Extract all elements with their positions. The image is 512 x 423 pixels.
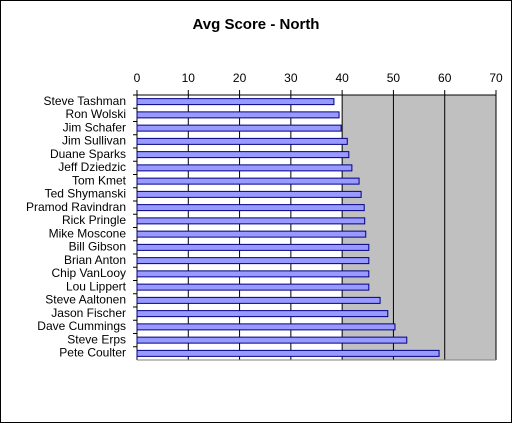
bar	[136, 98, 335, 106]
x-tick-label: 40	[335, 71, 349, 85]
bar	[136, 257, 370, 265]
bar	[136, 270, 370, 278]
chart-title: Avg Score - North	[193, 16, 320, 33]
y-tick-label: Duane Sparks	[50, 147, 126, 161]
x-tick-label: 30	[284, 71, 298, 85]
y-tick-label: Pete Coulter	[59, 346, 126, 360]
bar	[136, 310, 389, 318]
y-tick-label: Steve Tashman	[44, 94, 127, 108]
y-tick-label: Rick Pringle	[62, 213, 126, 227]
bar	[136, 204, 365, 212]
x-tick-label: 20	[233, 71, 247, 85]
plot-shade	[342, 95, 496, 360]
y-tick-label: Ron Wolski	[66, 107, 126, 121]
y-tick-label: Jason Fischer	[51, 306, 126, 320]
x-tick-label: 10	[182, 71, 196, 85]
bar	[136, 177, 360, 185]
y-tick-label: Steve Aaltonen	[45, 293, 126, 307]
y-tick-label: Pramod Ravindran	[26, 200, 126, 214]
bar	[136, 283, 370, 291]
bar	[136, 323, 396, 331]
x-tick-label: 0	[134, 71, 141, 85]
bar	[136, 230, 367, 238]
y-tick-label: Mike Moscone	[49, 226, 127, 240]
bar	[136, 124, 342, 132]
bar	[136, 217, 366, 225]
bar	[136, 296, 381, 304]
bar	[136, 243, 370, 251]
x-tick-label: 50	[387, 71, 401, 85]
bar	[136, 336, 408, 344]
y-tick-label: Brian Anton	[64, 253, 126, 267]
y-tick-label: Jim Sullivan	[62, 134, 126, 148]
y-tick-label: Lou Lippert	[66, 279, 127, 293]
x-tick-label: 70	[489, 71, 503, 85]
y-tick-label: Chip VanLooy	[52, 266, 127, 280]
bar	[136, 190, 362, 198]
bar	[136, 349, 440, 357]
y-tick-label: Jim Schafer	[63, 120, 126, 134]
y-tick-label: Ted Shymanski	[45, 187, 126, 201]
y-tick-label: Jeff Dziedzic	[58, 160, 126, 174]
bar	[136, 164, 353, 172]
y-tick-label: Steve Erps	[67, 332, 126, 346]
bar	[136, 151, 350, 159]
bar	[136, 137, 348, 145]
y-tick-label: Bill Gibson	[69, 240, 126, 254]
y-tick-label: Dave Cummings	[37, 319, 126, 333]
bar	[136, 111, 340, 119]
x-tick-label: 60	[438, 71, 452, 85]
y-tick-label: Tom Kmet	[72, 173, 127, 187]
